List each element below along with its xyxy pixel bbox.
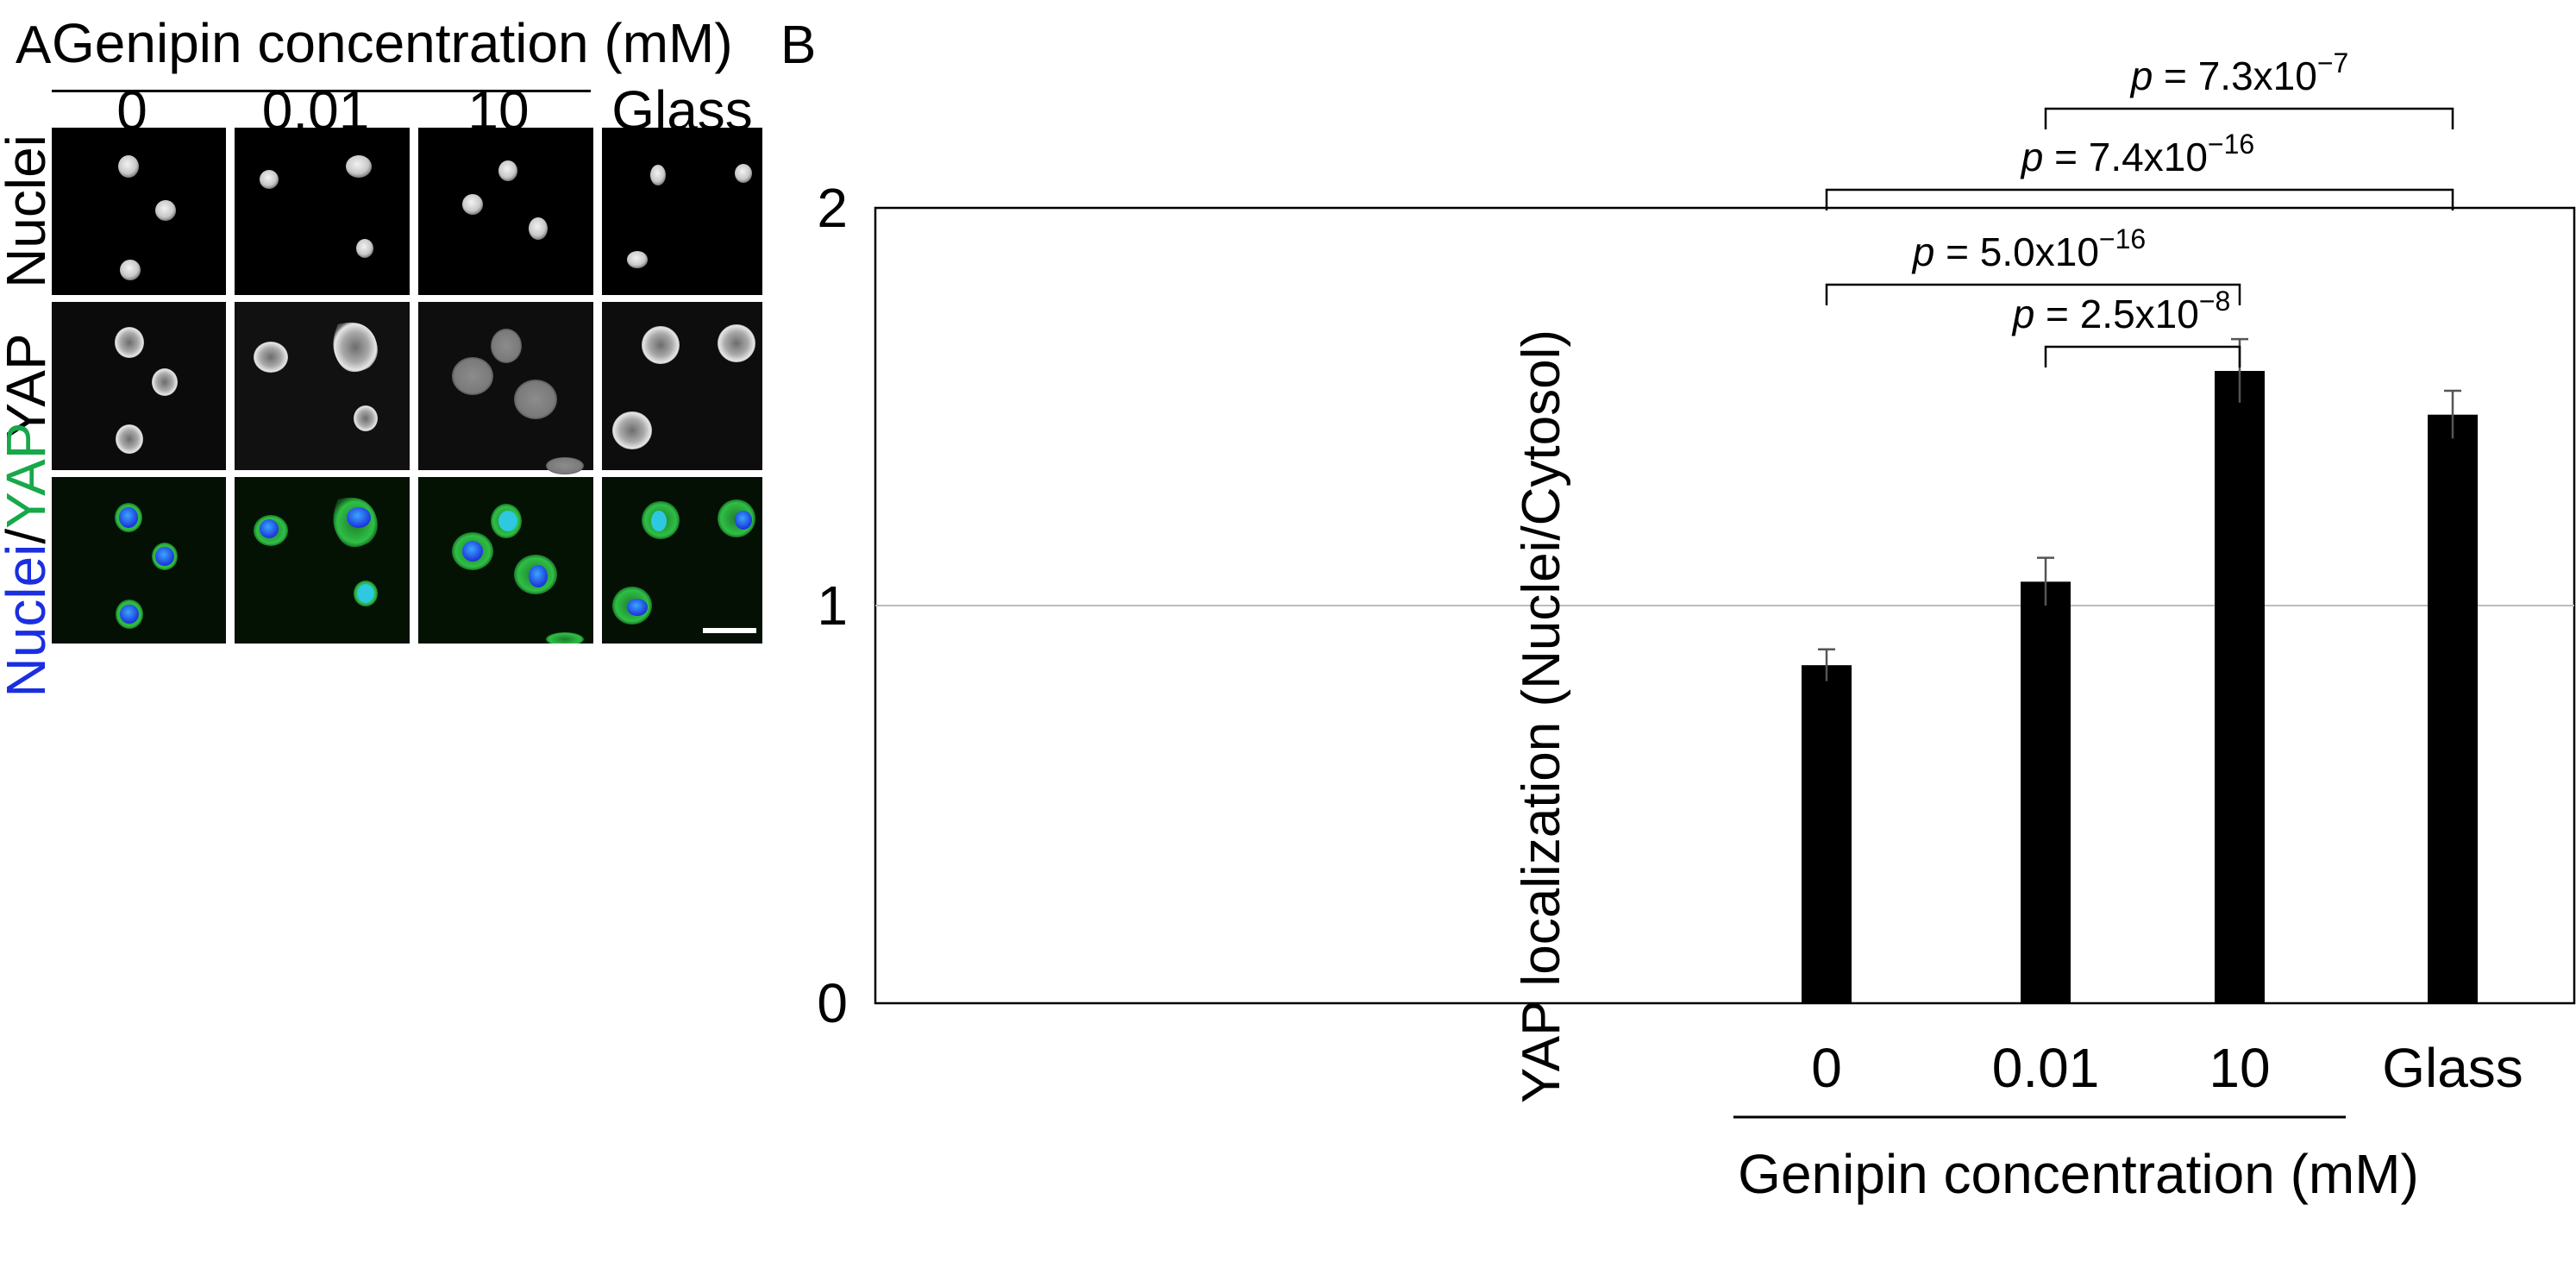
p-symbol-2: p — [2020, 135, 2044, 179]
significance-bracket-1 — [2044, 345, 2241, 367]
x-axis-label: Genipin concentration (mM) — [1738, 1143, 2419, 1205]
p-symbol-3: p — [2129, 53, 2153, 98]
p-mantissa-0: = 5.0x10 — [1934, 229, 2099, 274]
p-exponent-2: −16 — [2208, 129, 2254, 160]
y-tick-label-1: 1 — [817, 574, 848, 637]
p-mantissa-1: = 2.5x10 — [2034, 292, 2199, 336]
nuclei-row-cells — [118, 155, 752, 280]
panel-b-letter: B — [780, 16, 817, 75]
p-exponent-1: −8 — [2199, 286, 2230, 317]
bar-0.01 — [2021, 581, 2071, 1003]
p-exponent-3: −7 — [2317, 47, 2348, 78]
x-tick-label-0.01: 0.01 — [1992, 1037, 2100, 1099]
p-value-3: p = 7.3x10−7 — [2129, 47, 2349, 98]
panel-a-header-rule — [52, 90, 591, 92]
p-mantissa-2: = 7.4x10 — [2043, 135, 2208, 179]
significance-bracket-0 — [1825, 283, 2241, 305]
p-symbol-0: p — [1911, 229, 1935, 274]
p-value-0: p = 5.0x10−16 — [1911, 223, 2146, 274]
bar-0 — [1802, 665, 1852, 1003]
p-exponent-0: −16 — [2099, 223, 2146, 254]
micrograph-tiles — [52, 128, 762, 644]
x-tick-label-10: 10 — [2209, 1037, 2270, 1099]
scale-bar — [703, 628, 756, 633]
y-tick-label-0: 0 — [817, 972, 848, 1034]
significance-bracket-3 — [2044, 107, 2454, 129]
micrograph-svg — [52, 128, 762, 644]
merge-row-cells — [115, 497, 755, 644]
significance-bracket-2 — [1825, 188, 2454, 210]
p-value-1: p = 2.5x10−8 — [2011, 286, 2231, 336]
p-mantissa-3: = 7.3x10 — [2153, 53, 2317, 98]
y-tick-label-2: 2 — [817, 177, 848, 239]
bar-10 — [2215, 371, 2265, 1003]
x-tick-label-Glass: Glass — [2382, 1037, 2523, 1099]
micrograph-grid — [52, 128, 762, 644]
p-value-2: p = 7.4x10−16 — [2020, 129, 2254, 179]
p-symbol-1: p — [2011, 292, 2035, 336]
panel-a-letter: A — [16, 16, 52, 75]
y-axis-label: YAP localization (Nuclei/Cytosol) — [1512, 330, 1571, 1103]
x-tick-label-0: 0 — [1811, 1037, 1842, 1099]
bar-Glass — [2428, 414, 2478, 1004]
yap-row-cells — [115, 322, 755, 474]
